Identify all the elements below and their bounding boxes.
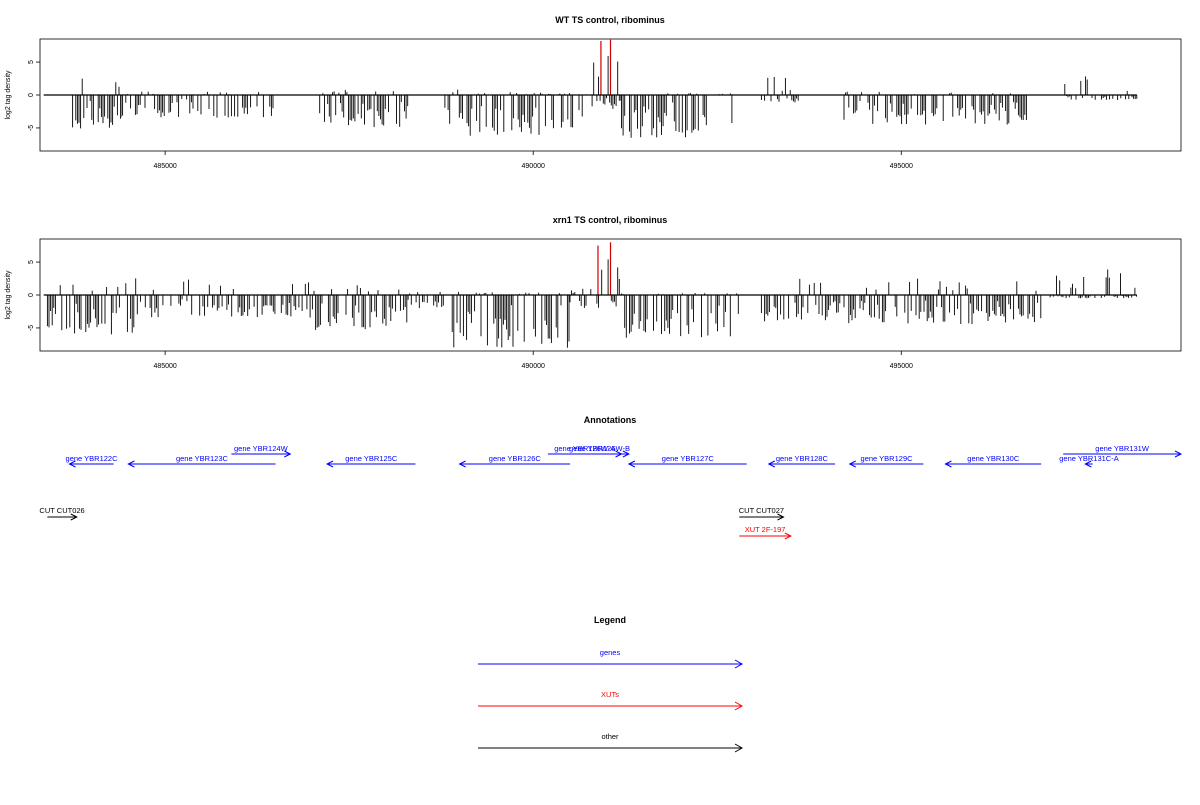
feature-other: CUT CUT026 xyxy=(39,506,85,521)
gene-label: gene YBR124W xyxy=(234,444,289,453)
gene-label: gene YBR128C xyxy=(776,454,829,463)
feature-label: CUT CUT027 xyxy=(739,506,784,515)
y-tick-label: -5 xyxy=(28,125,35,131)
gene-label: gene YBR122C xyxy=(66,454,119,463)
legend-items: genes XUTs other xyxy=(478,648,744,753)
gene-label: gene YBR126W-B xyxy=(569,444,630,453)
feature-arrowhead xyxy=(1084,460,1092,468)
x-tick-label: 485000 xyxy=(153,163,176,170)
y-tick-label: 0 xyxy=(28,293,35,297)
feature-arrowhead xyxy=(848,460,856,468)
annotation-features: gene YBR122C gene YBR123C gene YBR124W gene… xyxy=(39,444,1183,540)
legend-arrowhead xyxy=(734,743,744,753)
gene-feature: gene YBR130C xyxy=(944,454,1042,468)
annotations-panel: Annotations gene YBR122C gene YBR123Cgene… xyxy=(39,415,1183,540)
legend-item: other xyxy=(478,732,744,753)
gene-feature: gene YBR128C xyxy=(767,454,836,468)
gene-label: gene YBR126W-A xyxy=(554,444,615,453)
feature-arrowhead xyxy=(784,532,792,540)
legend-label: other xyxy=(601,732,619,741)
y-tick-label: 5 xyxy=(28,260,35,264)
wt-y-axis-label: log2 tag density xyxy=(5,70,12,120)
feature-other: CUT CUT027 xyxy=(739,506,785,521)
wt-track-panel: WT TS control, ribominus log2 tag densit… xyxy=(5,15,1182,170)
feature-arrowhead xyxy=(325,460,334,468)
gene-feature: gene YBR129C xyxy=(848,454,924,468)
feature-arrowhead xyxy=(777,513,785,521)
x-tick-label: 485000 xyxy=(153,363,176,370)
feature-label: CUT CUT026 xyxy=(39,506,84,515)
legend-item: genes xyxy=(478,648,744,669)
gene-feature: gene YBR122C xyxy=(66,454,119,468)
feature-arrowhead xyxy=(944,460,952,468)
feature-arrowhead xyxy=(68,460,76,468)
gene-feature: gene YBR131W xyxy=(1063,444,1183,458)
x-tick-label: 490000 xyxy=(522,363,545,370)
feature-arrowhead xyxy=(284,450,292,458)
gene-feature: gene YBR123C xyxy=(127,454,276,468)
feature-arrowhead xyxy=(458,460,466,468)
gene-feature: gene YBR126C xyxy=(458,454,571,468)
gene-feature: gene YBR127C xyxy=(627,454,747,468)
gene-feature: gene YBR126W-B xyxy=(569,444,631,458)
xrn1-track-title: xrn1 TS control, ribominus xyxy=(553,215,668,225)
legend-panel: Legend genes XUTs other xyxy=(478,615,744,753)
legend-label: genes xyxy=(600,648,621,657)
xrn1-track-panel: xrn1 TS control, ribominus log2 tag dens… xyxy=(5,215,1182,370)
feature-arrowhead xyxy=(622,450,631,458)
feature-arrowhead xyxy=(1174,450,1183,458)
gene-label: gene YBR123C xyxy=(176,454,229,463)
y-tick-label: -5 xyxy=(28,325,35,331)
legend-item: XUTs xyxy=(478,690,744,711)
wt-track-title: WT TS control, ribominus xyxy=(555,15,665,25)
gene-label: gene YBR131W xyxy=(1095,444,1150,453)
gene-label: gene YBR130C xyxy=(967,454,1020,463)
feature-arrowhead xyxy=(70,513,78,521)
legend-label: XUTs xyxy=(601,690,619,699)
gene-label: gene YBR129C xyxy=(861,454,914,463)
gene-label: gene YBR125C xyxy=(345,454,398,463)
feature-arrowhead xyxy=(127,460,135,468)
gene-feature: gene YBR131C-A xyxy=(1059,454,1119,468)
wt-axes: 5 0 -5 485000 490000 495000 xyxy=(28,60,1137,170)
gene-feature: gene YBR124W xyxy=(231,444,292,458)
wt-coverage-bars xyxy=(72,39,1138,138)
xrn1-coverage-bars xyxy=(46,242,1137,348)
x-tick-label: 490000 xyxy=(522,163,545,170)
gene-label: gene YBR127C xyxy=(662,454,715,463)
feature-arrowhead xyxy=(767,460,775,468)
y-tick-label: 5 xyxy=(28,60,35,64)
xrn1-axes: 5 0 -5 485000 490000 495000 xyxy=(28,260,1137,370)
feature-arrowhead xyxy=(627,460,636,468)
gene-label: gene YBR131C-A xyxy=(1059,454,1118,463)
legend-arrowhead xyxy=(734,701,744,711)
legend-arrowhead xyxy=(734,659,744,669)
annotations-title: Annotations xyxy=(584,415,637,425)
gene-label: gene YBR126C xyxy=(489,454,542,463)
feature-label: XUT 2F-197 xyxy=(745,525,786,534)
legend-title: Legend xyxy=(594,615,626,625)
x-tick-label: 495000 xyxy=(890,363,913,370)
xrn1-y-axis-label: log2 tag density xyxy=(5,270,12,320)
feature-other: XUT 2F-197 xyxy=(739,525,792,540)
gene-feature: gene YBR125C xyxy=(325,454,416,468)
y-tick-label: 0 xyxy=(28,93,35,97)
x-tick-label: 495000 xyxy=(890,163,913,170)
